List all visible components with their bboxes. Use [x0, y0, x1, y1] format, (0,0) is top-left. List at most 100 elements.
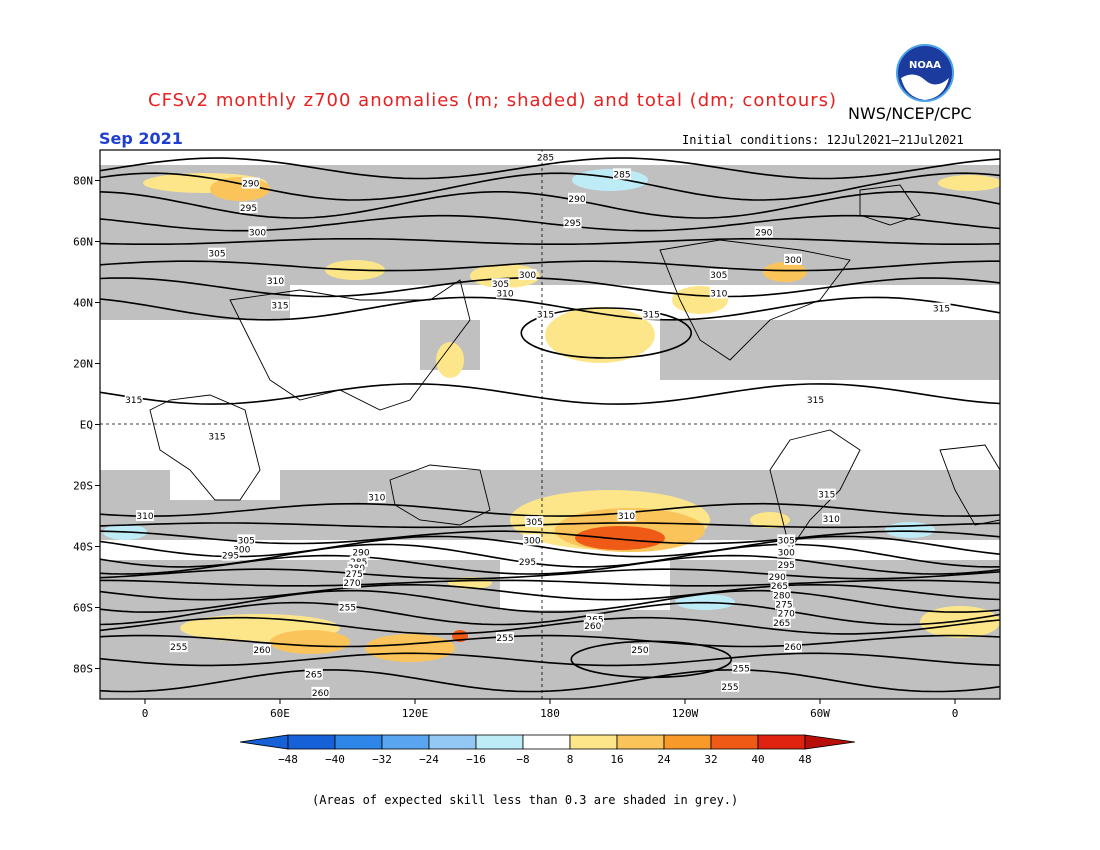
positive-anomaly-area: [920, 606, 1000, 638]
contour-label-bg: [237, 534, 256, 546]
contour-line: [100, 238, 1000, 245]
colorbar-label: −8: [516, 753, 529, 766]
contour-label: 310: [136, 512, 153, 522]
coastline-africa-east-edge: [939, 444, 1000, 526]
lat-tick-label: 80N: [73, 175, 93, 188]
contour-label: 300: [233, 546, 250, 556]
contour-line: [100, 260, 1000, 272]
contour-label: 290: [755, 228, 772, 238]
contour-label-bg: [613, 168, 631, 180]
contour-label-bg: [772, 589, 791, 601]
contour-label-bg: [347, 561, 366, 573]
contour-label: 260: [312, 689, 329, 699]
contour-label: 315: [933, 305, 950, 315]
contour-label: 285: [537, 154, 554, 164]
lon-tick-label: 0: [142, 707, 149, 720]
colorbar-label: −16: [466, 753, 486, 766]
contour-label-bg: [777, 546, 796, 558]
contour-label: 270: [343, 579, 360, 589]
contour-label: 310: [368, 494, 385, 504]
colorbar-low-arrow: [239, 734, 289, 750]
valid-month-label: Sep 2021: [99, 129, 183, 148]
contour-label-bg: [770, 580, 789, 592]
contour-label-bg: [642, 308, 661, 320]
contour-label-bg: [709, 269, 728, 281]
colorbar-swatch: [663, 734, 712, 750]
contour-label-bg: [239, 201, 258, 213]
colorbar-label: −24: [419, 753, 439, 766]
contour-label-bg: [169, 641, 188, 653]
lat-tick-label: 60S: [73, 602, 93, 615]
latitude-axis: 80N 60N 40N 20N EQ 20S 40S 60S 80S: [73, 175, 100, 676]
contour-label-bg: [822, 513, 841, 525]
contour-label: 310: [267, 277, 284, 287]
contour-label-bg: [583, 619, 602, 631]
contour-label: 310: [496, 289, 513, 299]
contour-label: 270: [778, 610, 795, 620]
mask-gap-pole: [430, 150, 500, 162]
contour-label-bg: [777, 534, 796, 546]
contour-line: [100, 568, 1000, 580]
coastline-greenland: [859, 184, 921, 226]
contour-label-bg: [784, 253, 802, 265]
positive-anomaly-area: [545, 307, 655, 363]
contour-label-bg: [568, 192, 586, 204]
contour-label-bg: [932, 302, 951, 314]
positive-anomaly-area: [365, 634, 455, 662]
contour-label: 315: [807, 396, 824, 406]
contour-label: 295: [222, 552, 239, 562]
contour-label: 255: [733, 665, 750, 675]
contour-line: [100, 601, 1000, 626]
contour-label: 255: [496, 634, 513, 644]
colorbar-swatch: [428, 734, 477, 750]
contour-label-bg: [777, 607, 796, 619]
colorbar-swatch: [334, 734, 383, 750]
contour-label: 265: [773, 619, 790, 629]
contour-label-bg: [352, 546, 370, 558]
contour-label: 290: [242, 180, 259, 190]
positive-anomaly-area: [938, 175, 1000, 191]
contour-line: [100, 652, 1000, 667]
contour-line: [100, 157, 1000, 180]
contour-label-bg: [754, 226, 773, 238]
longitude-axis: 0 60E 120E 180 120W 60W 0: [142, 699, 958, 720]
colorbar-label: 24: [657, 753, 671, 766]
contour-label-bg: [208, 247, 226, 259]
colorbar-swatch: [569, 734, 618, 750]
colorbar-label: 48: [798, 753, 811, 766]
colorbar-label: −32: [372, 753, 392, 766]
contour-label: 315: [537, 311, 554, 321]
contour-label-bg: [266, 275, 285, 287]
mask-gap-asia: [300, 290, 410, 420]
coastline-south-america: [769, 429, 861, 552]
contour-label-bg: [777, 558, 796, 570]
contour-label-bg: [496, 287, 514, 299]
lon-tick-label: 180: [540, 707, 560, 720]
colorbar: −48 −40 −32 −24 −16 −8 8 16 24 32 40 48: [239, 734, 856, 766]
skill-footnote: (Areas of expected skill less than 0.3 a…: [312, 793, 739, 807]
contour-label-bg: [221, 549, 240, 561]
colorbar-label: −40: [325, 753, 345, 766]
contour-label-bg: [518, 269, 537, 281]
colorbar-swatch: [757, 734, 806, 750]
contour-line: [100, 383, 1000, 405]
contour-label: 300: [249, 228, 266, 238]
contour-label: 255: [170, 643, 187, 653]
contour-label-bg: [367, 491, 386, 503]
contour-label: 290: [352, 549, 369, 559]
contour-label: 315: [125, 396, 142, 406]
contour-label: 255: [721, 683, 738, 693]
initial-conditions-label: Initial conditions: 12Jul2021–21Jul2021: [682, 133, 964, 147]
lat-tick-label: 40S: [73, 541, 93, 554]
contour-label: 305: [526, 518, 543, 528]
contour-label: 285: [613, 170, 630, 180]
contour-line: [100, 522, 1000, 529]
positive-anomaly-area: [575, 526, 665, 550]
colorbar-label: 40: [751, 753, 764, 766]
lon-tick-label: 60E: [270, 707, 290, 720]
contour-line: [100, 616, 1000, 635]
lat-tick-label: 20N: [73, 358, 93, 371]
lat-tick-label: 60N: [73, 236, 93, 249]
lat-tick-label: 80S: [73, 663, 93, 676]
